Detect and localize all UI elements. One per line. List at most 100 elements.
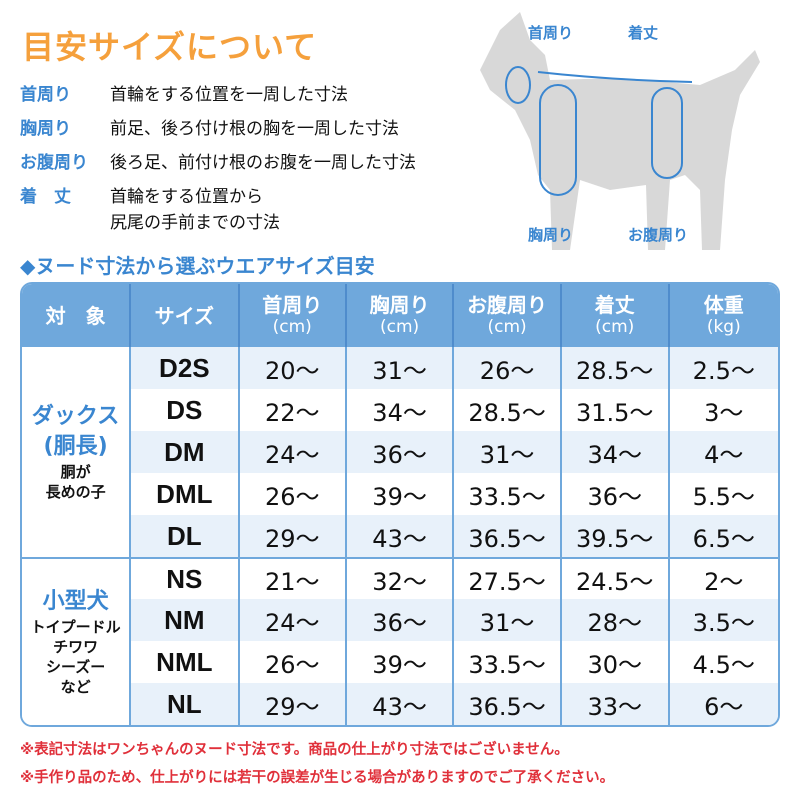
value-cell: 3.5〜 [667, 599, 778, 641]
value-cell: 30〜 [559, 641, 668, 683]
column-header: 対 象 [22, 284, 130, 347]
header-label: 首周り [262, 292, 323, 317]
header-unit: (kg) [706, 316, 741, 337]
term: 首周り [20, 85, 71, 105]
header-label: 胸周り [369, 292, 430, 317]
size-cell: DS [129, 389, 237, 431]
header-unit: (cm) [595, 316, 635, 337]
definition-chest: 胸周り 前足、後ろ付け根の胸を一周した寸法 [20, 112, 416, 146]
table-row: DML 26〜 39〜 33.5〜 36〜 5.5〜 [22, 473, 778, 515]
desc: 前足、後ろ付け根の胸を一周した寸法 [110, 119, 399, 139]
size-cell: NS [129, 557, 238, 599]
value-cell: 32〜 [344, 557, 453, 599]
value-cell: 31〜 [452, 599, 560, 641]
desc: 首輪をする位置を一周した寸法 [110, 85, 348, 105]
value-cell: 33.5〜 [452, 473, 560, 515]
label-length: 着丈 [627, 24, 658, 42]
value-cell: 28〜 [559, 599, 668, 641]
value-cell: 39〜 [344, 641, 452, 683]
group-name: 小型犬 [42, 589, 109, 614]
group-cell: ダックス (胴長) 胴が 長めの子 [22, 347, 130, 557]
table-row: DL 29〜 43〜 36.5〜 39.5〜 6.5〜 [22, 515, 778, 557]
size-cell: NL [129, 683, 238, 725]
value-cell: 21〜 [237, 557, 345, 599]
value-cell: 24.5〜 [559, 557, 668, 599]
term: お腹周り [20, 153, 88, 173]
value-cell: 26〜 [237, 473, 345, 515]
desc: 首輪をする位置から 尻尾の手前までの寸法 [110, 187, 280, 233]
definition-length: 着 丈 首輪をする位置から 尻尾の手前までの寸法 [20, 180, 416, 236]
value-cell: 6〜 [667, 683, 778, 725]
size-cell: D2S [129, 347, 238, 389]
value-cell: 27.5〜 [452, 557, 560, 599]
definition-belly: お腹周り 後ろ足、前付け根のお腹を一周した寸法 [20, 146, 416, 180]
column-header: 首周り (cm) [237, 284, 345, 347]
dog-silhouette-icon [480, 12, 760, 250]
value-cell: 26〜 [237, 641, 345, 683]
desc: 後ろ足、前付け根のお腹を一周した寸法 [110, 153, 416, 173]
header-unit: (cm) [272, 316, 312, 337]
group-note: 胴が 長めの子 [45, 463, 106, 501]
value-cell: 24〜 [237, 599, 345, 641]
header-unit: (cm) [487, 316, 527, 337]
value-cell: 28.5〜 [452, 389, 560, 431]
label-neck: 首周り [528, 24, 573, 42]
value-cell: 39.5〜 [559, 515, 668, 557]
label-belly: お腹周り [628, 226, 688, 244]
value-cell: 36〜 [344, 431, 453, 473]
header-label: 体重 [703, 292, 744, 317]
label-chest: 胸周り [528, 226, 573, 244]
note: ※表記寸法はワンちゃんのヌード寸法です。商品の仕上がり寸法ではございません。 [20, 742, 569, 758]
column-header: サイズ [129, 284, 238, 347]
group-name: ダックス (胴長) [31, 404, 120, 459]
value-cell: 43〜 [344, 683, 453, 725]
table-row: 小型犬 トイプードル チワワ シーズー など NS 21〜 32〜 27.5〜 24.5〜 2… [22, 557, 778, 725]
header-row: 対 象サイズ 首周り (cm) 胸周り (cm) お腹周り (cm) 着丈 (cm) 体重 (kg) [22, 284, 778, 347]
header-label: 対 象 [45, 303, 106, 328]
term: 着 丈 [20, 187, 71, 207]
value-cell: 4.5〜 [667, 641, 778, 683]
size-cell: DM [129, 431, 238, 473]
value-cell: 20〜 [237, 347, 345, 389]
value-cell: 28.5〜 [559, 347, 668, 389]
value-cell: 26〜 [452, 347, 560, 389]
column-header: お腹周り (cm) [452, 284, 560, 347]
table-row: NM 24〜 36〜 31〜 28〜 3.5〜 [22, 599, 778, 641]
table-row: DM 24〜 36〜 31〜 34〜 4〜 [22, 431, 778, 473]
value-cell: 36.5〜 [452, 683, 560, 725]
value-cell: 24〜 [237, 431, 345, 473]
section-subtitle: ◆ヌード寸法から選ぶウエアサイズ目安 [20, 254, 375, 278]
value-cell: 2.5〜 [667, 347, 778, 389]
header-label: お腹周り [467, 292, 548, 317]
header-unit: (cm) [379, 316, 420, 337]
value-cell: 31.5〜 [559, 389, 668, 431]
value-cell: 36.5〜 [452, 515, 560, 557]
definition-neck: 首周り 首輪をする位置を一周した寸法 [20, 78, 416, 112]
size-cell: NM [129, 599, 238, 641]
group-note: トイプードル チワワ シーズー など [30, 618, 121, 696]
value-cell: 29〜 [237, 683, 345, 725]
value-cell: 2〜 [667, 557, 778, 599]
table-row: NL 29〜 43〜 36.5〜 33〜 6〜 [22, 683, 778, 725]
value-cell: 22〜 [237, 389, 345, 431]
value-cell: 34〜 [344, 389, 452, 431]
size-cell: DML [129, 473, 237, 515]
notes: ※表記寸法はワンちゃんのヌード寸法です。商品の仕上がり寸法ではございません。 ※… [20, 736, 614, 792]
value-cell: 34〜 [559, 431, 668, 473]
value-cell: 6.5〜 [667, 515, 778, 557]
size-cell: NML [129, 641, 237, 683]
header-label: サイズ [154, 303, 215, 328]
value-cell: 39〜 [344, 473, 452, 515]
value-cell: 33〜 [559, 683, 668, 725]
dog-diagram: 首周り 着丈 胸周り お腹周り [480, 12, 760, 250]
value-cell: 31〜 [452, 431, 560, 473]
value-cell: 5.5〜 [667, 473, 778, 515]
value-cell: 4〜 [667, 431, 778, 473]
note: ※手作り品のため、仕上がりには若干の誤差が生じる場合がありますのでご了承ください… [20, 770, 615, 786]
table-row: NML 26〜 39〜 33.5〜 30〜 4.5〜 [22, 641, 778, 683]
size-cell: DL [129, 515, 238, 557]
value-cell: 3〜 [667, 389, 778, 431]
value-cell: 29〜 [237, 515, 345, 557]
column-header: 着丈 (cm) [559, 284, 668, 347]
value-cell: 31〜 [344, 347, 453, 389]
